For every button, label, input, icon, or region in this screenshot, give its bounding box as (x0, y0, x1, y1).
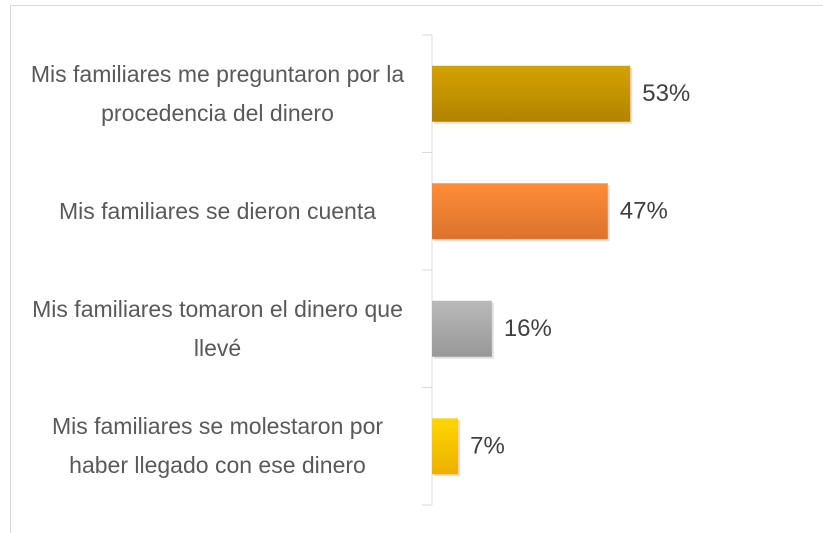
bar (432, 183, 608, 240)
category-label: Mis familiares se molestaron por haber l… (51, 413, 384, 479)
value-label: 16% (504, 315, 552, 342)
value-label: 47% (620, 198, 668, 225)
value-label: 7% (470, 433, 505, 460)
bar (432, 418, 459, 475)
bar (432, 65, 631, 122)
category-label: Mis familiares me preguntaron por la pro… (30, 60, 405, 126)
chart-frame (10, 5, 823, 533)
category-label: Mis familiares tomaron el dinero que lle… (32, 295, 403, 361)
category-label: Mis familiares se dieron cuenta (58, 197, 377, 224)
bar (432, 300, 492, 357)
value-label: 53% (642, 80, 690, 107)
